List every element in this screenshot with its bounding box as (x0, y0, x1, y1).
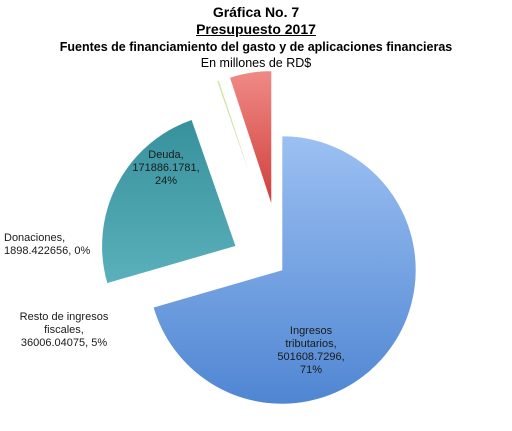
pie-slice-label-2: Donaciones, 1898.422656, 0% (4, 232, 90, 257)
pie-slice-1 (101, 119, 237, 284)
pie-slice-label-3: Resto de ingresos fiscales, 36006.04075, 5… (20, 311, 109, 349)
chart-unit-note: En millones de RD$ (200, 56, 312, 70)
pie-slice-label-1: Deuda, 171886.1781, 24% (132, 149, 199, 187)
pie-slice-0 (152, 135, 417, 405)
chart-title: Gráfica No. 7 (212, 4, 300, 20)
pie-slice-3 (229, 70, 272, 205)
chart-subtitle: Presupuesto 2017 (196, 21, 316, 37)
chart-heading: Fuentes de financiamiento del gasto y de… (59, 40, 453, 54)
pie-slice-label-0: Ingresos tributarios, 501608.7296, 71% (277, 325, 344, 376)
pie-slice-2 (216, 79, 262, 208)
chart-titles: Gráfica No. 7 Presupuesto 2017 Fuentes d… (0, 0, 512, 71)
